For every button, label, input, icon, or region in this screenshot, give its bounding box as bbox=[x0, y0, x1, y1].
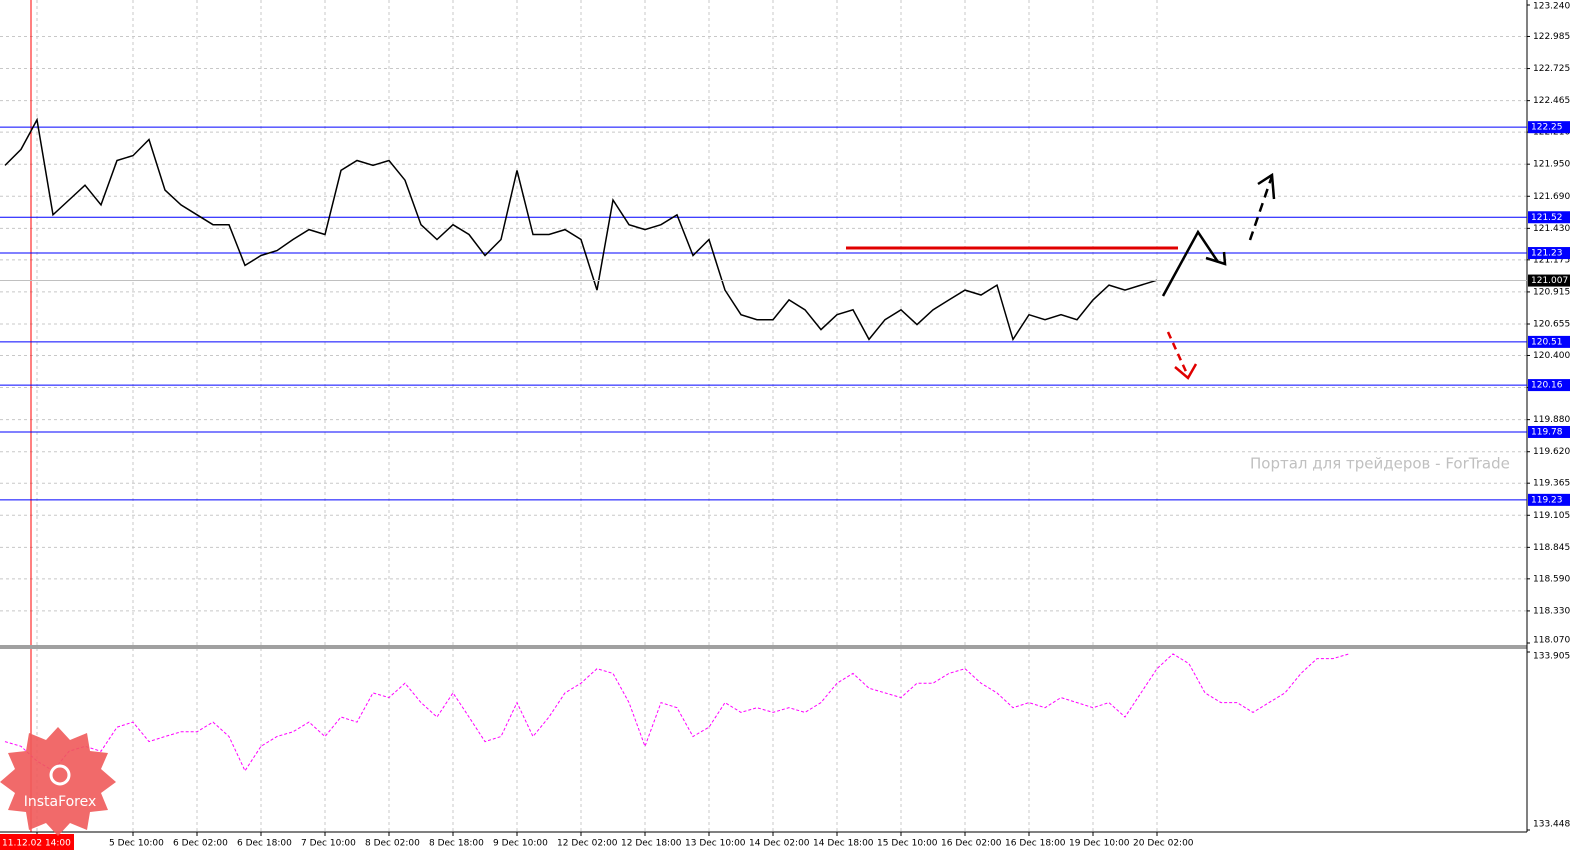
forecast-arrow bbox=[1161, 229, 1220, 297]
grid-layer bbox=[0, 0, 1530, 836]
level-label: 119.78 bbox=[1531, 427, 1563, 437]
level-label: 120.16 bbox=[1531, 381, 1563, 391]
level-label-bg bbox=[1528, 379, 1570, 392]
level-label-bg bbox=[1528, 335, 1570, 348]
level-label: 121.23 bbox=[1531, 249, 1563, 259]
data-layer bbox=[0, 117, 1527, 772]
watermark: Портал для трейдеров - ForTrade bbox=[1250, 455, 1510, 473]
x-tick-label: 13 Dec 10:00 bbox=[685, 839, 746, 849]
x-tick-label: 12 Dec 02:00 bbox=[557, 839, 618, 849]
indicator-line bbox=[4, 653, 1350, 772]
y-tick-label: 123.240 bbox=[1533, 2, 1570, 12]
x-tick-highlight bbox=[0, 834, 74, 850]
alt-forecast-arrow bbox=[1166, 331, 1190, 377]
x-tick-label: 20 Dec 02:00 bbox=[1133, 839, 1194, 849]
y-tick-label: 121.950 bbox=[1533, 160, 1570, 170]
logo: InstaForex bbox=[0, 727, 116, 836]
x-tick-label: 15 Dec 10:00 bbox=[877, 839, 938, 849]
y-tick-label: 121.690 bbox=[1533, 192, 1570, 202]
logo-icon bbox=[49, 764, 71, 786]
y-tick-label: 122.465 bbox=[1533, 96, 1570, 106]
level-label-bg bbox=[1528, 493, 1570, 506]
x-tick-label: 16 Dec 18:00 bbox=[1005, 839, 1066, 849]
x-tick-label: 19 Dec 10:00 bbox=[1069, 839, 1130, 849]
y-tick-label: 133.448 bbox=[1533, 820, 1570, 830]
y-tick-label: 118.845 bbox=[1533, 543, 1570, 553]
y-tick-label: 118.070 bbox=[1533, 636, 1570, 646]
y-tick-label: 120.400 bbox=[1533, 351, 1570, 361]
x-tick-label: 9 Dec 10:00 bbox=[493, 839, 548, 849]
x-tick-label: 5 Dec 10:00 bbox=[109, 839, 164, 849]
y-tick-label: 119.365 bbox=[1533, 479, 1570, 489]
y-tick-label: 119.880 bbox=[1533, 415, 1570, 425]
panel-separator bbox=[0, 645, 1527, 649]
level-label: 122.25 bbox=[1531, 123, 1563, 133]
forecast-dashed-arrow bbox=[1248, 175, 1274, 241]
level-label: 121.52 bbox=[1531, 213, 1563, 223]
y-tick-label: 118.330 bbox=[1533, 606, 1570, 616]
level-label: 120.51 bbox=[1531, 337, 1563, 347]
y-tick-label: 122.985 bbox=[1533, 32, 1570, 42]
y-tick-label: 120.655 bbox=[1533, 320, 1570, 330]
y-tick-label: 120.915 bbox=[1533, 287, 1570, 297]
x-tick-label: 14 Dec 02:00 bbox=[749, 839, 810, 849]
y-tick-label: 119.620 bbox=[1533, 447, 1570, 457]
y-tick-label: 133.905 bbox=[1533, 652, 1570, 662]
x-tick-label: 8 Dec 18:00 bbox=[429, 839, 484, 849]
level-label-bg bbox=[1528, 425, 1570, 438]
level-label-bg bbox=[1528, 247, 1570, 260]
current-price-bg bbox=[1528, 274, 1570, 287]
x-tick-label: 14 Dec 18:00 bbox=[813, 839, 874, 849]
y-tick-label: 121.430 bbox=[1533, 224, 1570, 234]
y-tick-label: 121.175 bbox=[1533, 255, 1570, 265]
y-tick-label: 122.725 bbox=[1533, 64, 1570, 74]
current-price-label: 121.007 bbox=[1531, 276, 1568, 286]
level-label: 119.23 bbox=[1531, 495, 1563, 505]
x-tick-label: 8 Dec 02:00 bbox=[365, 839, 420, 849]
forecast-arrowhead bbox=[1205, 251, 1227, 266]
x-tick-label: 7 Dec 10:00 bbox=[301, 839, 356, 849]
x-tick-label: 6 Dec 02:00 bbox=[173, 839, 228, 849]
alt-forecast-arrowhead bbox=[1174, 363, 1198, 380]
level-label-bg bbox=[1528, 211, 1570, 224]
y-tick-label: 119.105 bbox=[1533, 511, 1570, 521]
x-tick-label: 11.12.02 14:00 bbox=[2, 839, 71, 849]
x-tick-label: 6 Dec 18:00 bbox=[237, 839, 292, 849]
logo-text: InstaForex bbox=[24, 794, 97, 810]
price-line bbox=[4, 117, 1158, 342]
x-tick-label: 16 Dec 02:00 bbox=[941, 839, 1002, 849]
forecast-dashed-arrowhead bbox=[1257, 172, 1276, 200]
level-label-bg bbox=[1528, 121, 1570, 134]
x-tick-label: 12 Dec 18:00 bbox=[621, 839, 682, 849]
y-tick-label: 118.590 bbox=[1533, 574, 1570, 584]
logo-badge bbox=[0, 727, 116, 836]
